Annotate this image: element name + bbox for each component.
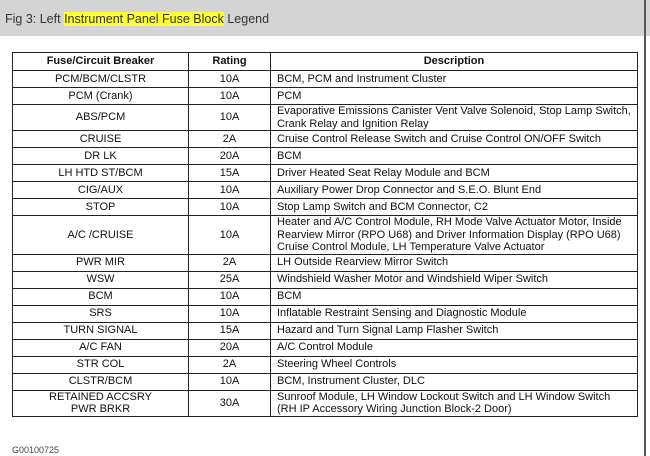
cell-description: BCM, PCM and Instrument Cluster xyxy=(270,70,638,88)
cell-fuse: STR COL xyxy=(12,355,189,374)
cell-rating: 2A xyxy=(188,130,271,148)
cell-rating: 20A xyxy=(188,338,271,357)
table-row: PCM/BCM/CLSTR 10A BCM, PCM and Instrument … xyxy=(12,70,638,88)
cell-rating: 10A xyxy=(188,181,271,199)
cell-fuse: PCM (Crank) xyxy=(12,87,189,105)
cell-description: LH Outside Rearview Mirror Switch xyxy=(270,253,638,272)
header-rating: Rating xyxy=(188,52,271,71)
cell-fuse: LH HTD ST/BCM xyxy=(12,164,189,182)
cell-rating: 30A xyxy=(188,389,271,417)
cell-rating: 10A xyxy=(188,87,271,105)
cell-description: Driver Heated Seat Relay Module and BCM xyxy=(270,164,638,182)
title-bar: Fig 3: Left Instrument Panel Fuse Block … xyxy=(0,0,650,36)
table-row: A/C /CRUISE 10A Heater and A/C Control Mod… xyxy=(12,215,638,255)
cell-fuse: STOP xyxy=(12,198,189,216)
cell-description: Windshield Washer Motor and Windshield W… xyxy=(270,270,638,289)
cell-fuse: DR LK xyxy=(12,147,189,165)
cell-rating: 10A xyxy=(188,104,271,131)
cell-fuse: PCM/BCM/CLSTR xyxy=(12,70,189,88)
cell-rating: 20A xyxy=(188,147,271,165)
cell-fuse: CIG/AUX xyxy=(12,181,189,199)
table-row: ABS/PCM 10A Evaporative Emissions Canister… xyxy=(12,104,638,131)
cell-description: Auxiliary Power Drop Connector and S.E.O… xyxy=(270,181,638,199)
table-row: A/C FAN 20A A/C Control Module xyxy=(12,338,638,357)
cell-rating: 10A xyxy=(188,304,271,323)
table-row: PCM (Crank) 10A PCM xyxy=(12,87,638,105)
header-description: Description xyxy=(270,52,638,71)
cell-description: Cruise Control Release Switch and Cruise… xyxy=(270,130,638,148)
table-row: DR LK 20A BCM xyxy=(12,147,638,165)
cell-description: BCM xyxy=(270,287,638,306)
cell-description: Evaporative Emissions Canister Vent Valv… xyxy=(270,104,638,131)
fuse-legend-table: Fuse/Circuit Breaker Rating Description … xyxy=(12,52,638,417)
cell-description: BCM xyxy=(270,147,638,165)
cell-fuse: CLSTR/BCM xyxy=(12,372,189,391)
cell-description: Steering Wheel Controls xyxy=(270,355,638,374)
cell-fuse: WSW xyxy=(12,270,189,289)
table-row: CLSTR/BCM 10A BCM, Instrument Cluster, DLC xyxy=(12,372,638,391)
table-row: CRUISE 2A Cruise Control Release Switch an… xyxy=(12,130,638,148)
cell-fuse: ABS/PCM xyxy=(12,104,189,131)
cell-description: A/C Control Module xyxy=(270,338,638,357)
cell-description: Heater and A/C Control Module, RH Mode V… xyxy=(270,215,638,255)
cell-description: Inflatable Restraint Sensing and Diagnos… xyxy=(270,304,638,323)
cell-fuse: SRS xyxy=(12,304,189,323)
scrollbar-edge xyxy=(644,0,646,456)
cell-fuse: RETAINED ACCSRY PWR BRKR xyxy=(12,389,189,417)
figure-code: G00100725 xyxy=(12,445,60,455)
header-fuse: Fuse/Circuit Breaker xyxy=(12,52,189,71)
table-row: PWR MIR 2A LH Outside Rearview Mirror Swit… xyxy=(12,253,638,272)
cell-rating: 15A xyxy=(188,321,271,340)
cell-description: Stop Lamp Switch and BCM Connector, C2 xyxy=(270,198,638,216)
cell-fuse: CRUISE xyxy=(12,130,189,148)
highlighted-text: Instrument Panel Fuse Block xyxy=(64,12,224,26)
cell-description: PCM xyxy=(270,87,638,105)
table-row: CIG/AUX 10A Auxiliary Power Drop Connector… xyxy=(12,181,638,199)
cell-fuse: A/C FAN xyxy=(12,338,189,357)
table-row: SRS 10A Inflatable Restraint Sensing and D… xyxy=(12,304,638,323)
cell-fuse: PWR MIR xyxy=(12,253,189,272)
table-row: STR COL 2A Steering Wheel Controls xyxy=(12,355,638,374)
table-row: STOP 10A Stop Lamp Switch and BCM Connecto… xyxy=(12,198,638,216)
cell-fuse: BCM xyxy=(12,287,189,306)
cell-rating: 10A xyxy=(188,287,271,306)
cell-fuse: A/C /CRUISE xyxy=(12,215,189,255)
table-row: LH HTD ST/BCM 15A Driver Heated Seat Relay… xyxy=(12,164,638,182)
cell-description: Hazard and Turn Signal Lamp Flasher Swit… xyxy=(270,321,638,340)
cell-rating: 10A xyxy=(188,70,271,88)
cell-rating: 10A xyxy=(188,372,271,391)
cell-rating: 10A xyxy=(188,198,271,216)
cell-rating: 10A xyxy=(188,215,271,255)
table-row: RETAINED ACCSRY PWR BRKR 30A Sunroof Modul… xyxy=(12,389,638,417)
cell-rating: 15A xyxy=(188,164,271,182)
cell-rating: 2A xyxy=(188,355,271,374)
cell-rating: 2A xyxy=(188,253,271,272)
table-row: WSW 25A Windshield Washer Motor and Windsh… xyxy=(12,270,638,289)
table-header: Fuse/Circuit Breaker Rating Description xyxy=(12,52,638,71)
table-row: BCM 10A BCM xyxy=(12,287,638,306)
cell-description: BCM, Instrument Cluster, DLC xyxy=(270,372,638,391)
cell-description: Sunroof Module, LH Window Lockout Switch… xyxy=(270,389,638,417)
figure-title: Fig 3: Left Instrument Panel Fuse Block … xyxy=(5,12,270,26)
cell-fuse: TURN SIGNAL xyxy=(12,321,189,340)
table-row: TURN SIGNAL 15A Hazard and Turn Signal Lam… xyxy=(12,321,638,340)
cell-rating: 25A xyxy=(188,270,271,289)
